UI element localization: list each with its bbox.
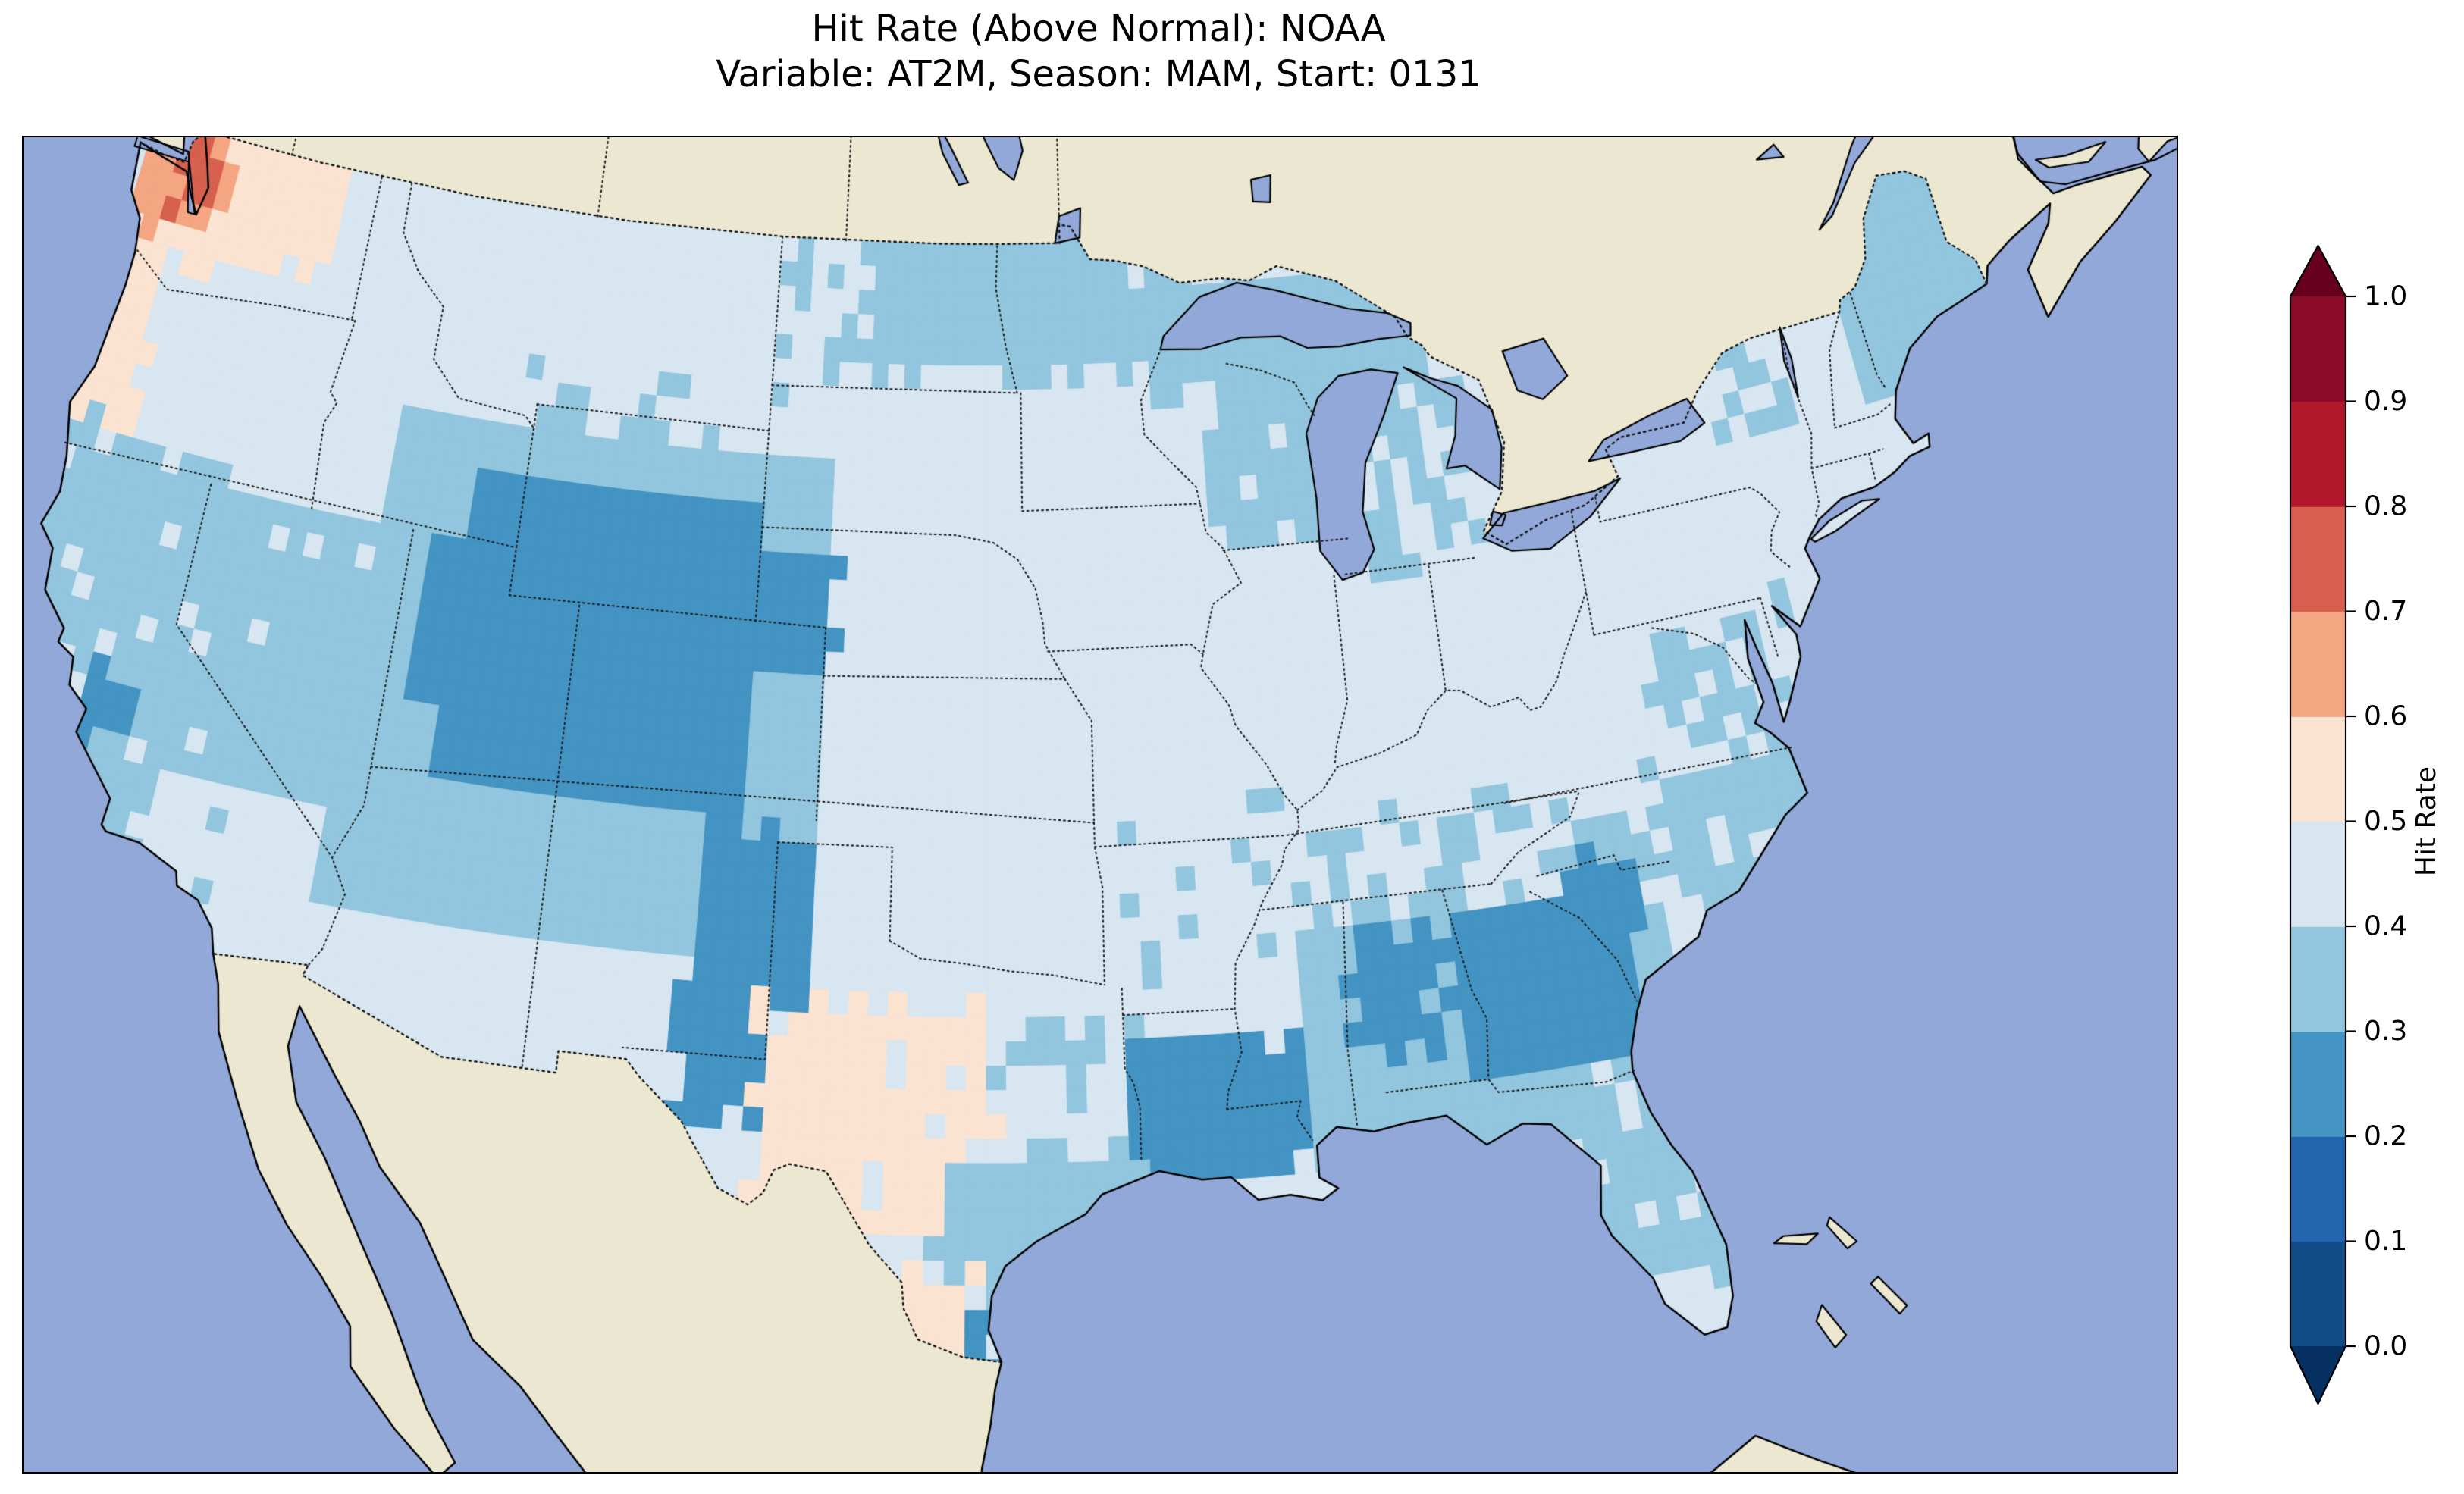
colorbar-bin bbox=[2290, 926, 2346, 1032]
colorbar-under-arrow bbox=[2290, 1346, 2346, 1404]
colorbar-bin bbox=[2290, 401, 2346, 507]
colorbar-tick-label: 0.2 bbox=[2364, 1121, 2407, 1152]
colorbar-bin bbox=[2290, 1136, 2346, 1242]
colorbar-tick-label: 0.3 bbox=[2364, 1016, 2407, 1047]
colorbar-tick-label: 0.5 bbox=[2364, 806, 2407, 837]
colorbar-bin bbox=[2290, 506, 2346, 612]
colorbar-tick-label: 0.6 bbox=[2364, 701, 2407, 732]
colorbar-over-arrow bbox=[2290, 246, 2346, 296]
colorbar-tick-label: 0.8 bbox=[2364, 491, 2407, 522]
colorbar-tick-label: 0.4 bbox=[2364, 911, 2407, 942]
figure-title: Hit Rate (Above Normal): NOAA bbox=[811, 8, 1386, 50]
colorbar-bin bbox=[2290, 611, 2346, 717]
colorbar-tick-label: 0.0 bbox=[2364, 1331, 2407, 1362]
colorbar-bin bbox=[2290, 821, 2346, 927]
colorbar-axis-label: Hit Rate bbox=[2411, 766, 2442, 876]
colorbar-tick-label: 0.9 bbox=[2364, 386, 2407, 417]
colorbar-tick-label: 1.0 bbox=[2364, 281, 2407, 312]
colorbar-bin bbox=[2290, 296, 2346, 402]
map-panel bbox=[22, 136, 2178, 1474]
colorbar-bin bbox=[2290, 1241, 2346, 1347]
colorbar-bin bbox=[2290, 716, 2346, 822]
figure-subtitle: Variable: AT2M, Season: MAM, Start: 0131 bbox=[716, 53, 1481, 96]
us-hit-rate-map bbox=[24, 137, 2177, 1472]
colorbar-bin bbox=[2290, 1031, 2346, 1137]
colorbar-tick-label: 0.7 bbox=[2364, 596, 2407, 627]
figure-titles: Hit Rate (Above Normal): NOAA Variable: … bbox=[22, 6, 2175, 97]
colorbar-tick-label: 0.1 bbox=[2364, 1226, 2407, 1257]
colorbar: 0.0 0.1 0.2 0.3 0.4 0.5 0.6 0.7 0.8 0.9 1.0 Hit Rat… bbox=[2289, 243, 2442, 1406]
